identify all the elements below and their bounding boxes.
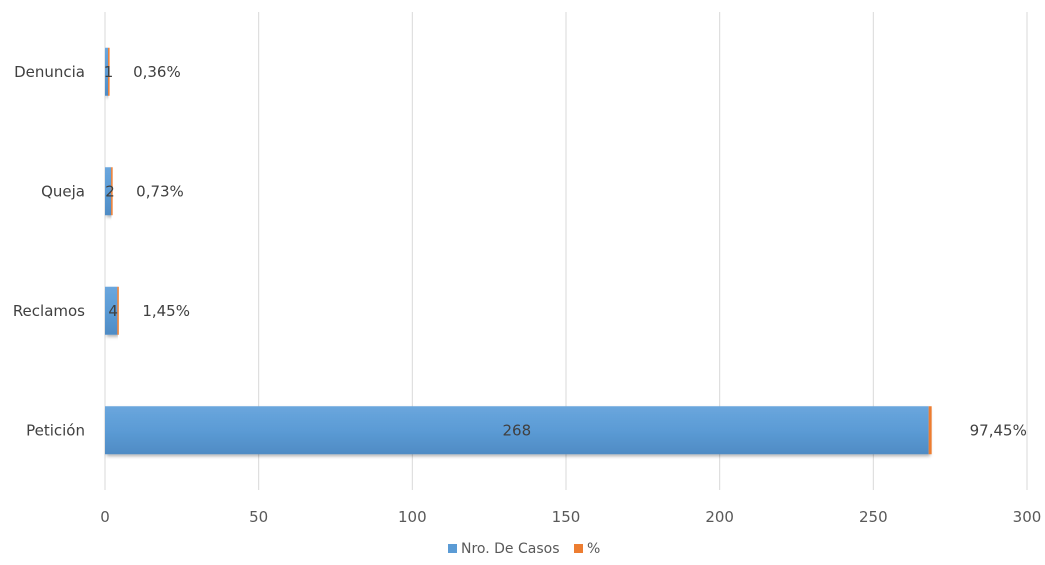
legend: Nro. De Casos%	[448, 541, 600, 557]
data-label-pct: 97,45%	[970, 421, 1027, 439]
category-label: Reclamos	[13, 302, 85, 320]
legend-swatch	[448, 544, 457, 553]
legend-swatch	[574, 544, 583, 553]
category-label: Denuncia	[14, 63, 85, 81]
x-tick-label: 100	[398, 508, 427, 526]
bar-denuncia-pct	[108, 47, 110, 96]
x-tick-label: 200	[705, 508, 734, 526]
data-label-casos: 1	[104, 63, 114, 81]
data-label-pct: 0,36%	[133, 63, 181, 81]
bar-queja-casos	[105, 167, 112, 216]
gridlines	[104, 12, 1028, 490]
bar-denuncia-casos	[105, 47, 109, 96]
data-label-pct: 0,73%	[136, 182, 184, 200]
bar-reclamos-casos	[105, 286, 118, 335]
legend-label: Nro. De Casos	[461, 541, 560, 557]
legend-label: %	[587, 541, 600, 557]
category-label: Petición	[26, 421, 85, 439]
labels: 0 50 100 150 200 250 300 Denuncia 1 0,36% Queja 2 0,…	[13, 63, 1042, 526]
data-label-casos: 4	[108, 302, 118, 320]
x-tick-label: 250	[859, 508, 888, 526]
x-tick-label: 0	[100, 508, 110, 526]
bar-petición-pct	[928, 406, 932, 455]
bar-reclamos-pct	[117, 286, 119, 335]
bar-queja-pct	[111, 167, 113, 216]
bars	[105, 47, 932, 455]
data-label-pct: 1,45%	[142, 302, 190, 320]
x-tick-label: 50	[249, 508, 268, 526]
x-tick-label: 300	[1013, 508, 1042, 526]
category-label: Queja	[41, 182, 85, 200]
x-tick-label: 150	[552, 508, 581, 526]
bar-petición-casos	[105, 406, 929, 455]
data-label-casos: 268	[503, 421, 532, 439]
data-label-casos: 2	[105, 182, 115, 200]
